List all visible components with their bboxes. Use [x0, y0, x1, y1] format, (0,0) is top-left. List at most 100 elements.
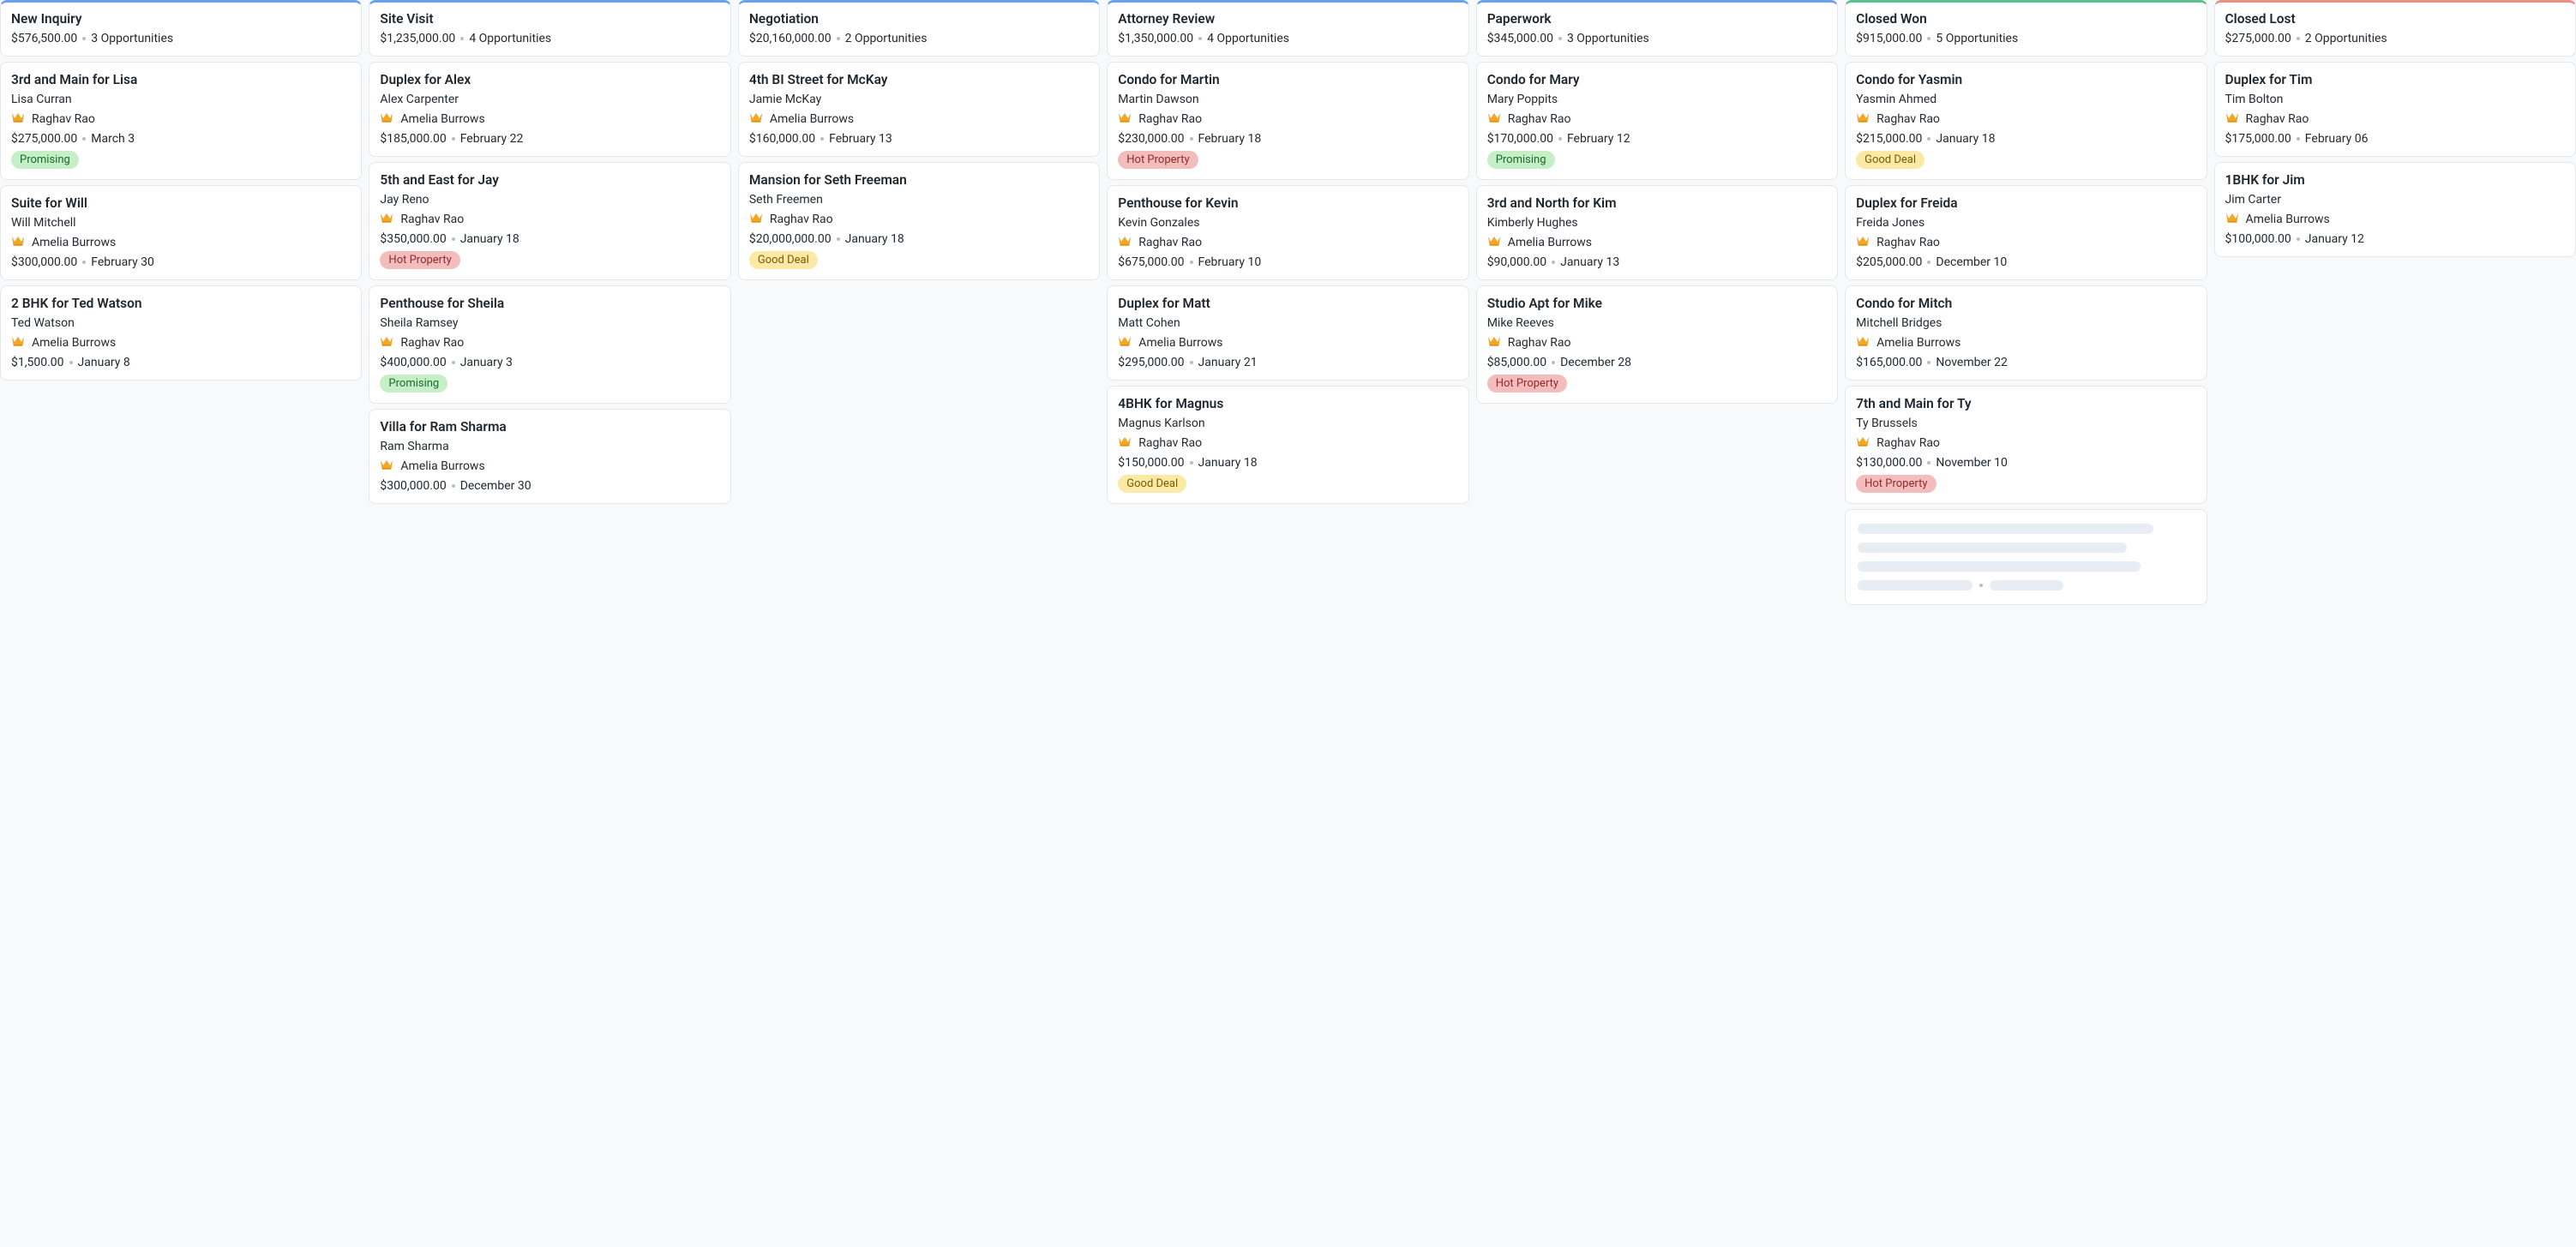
- card-title: 3rd and North for Kim: [1487, 195, 1827, 211]
- card-contact: Martin Dawson: [1118, 93, 1457, 106]
- card-meta: $165,000.00November 22: [1856, 356, 2195, 369]
- card-amount: $185,000.00: [380, 132, 446, 146]
- card-date: February 06: [2305, 132, 2369, 146]
- dot-separator: [1190, 361, 1193, 364]
- column-count: 3 Opportunities: [1567, 32, 1649, 45]
- dot-separator: [2297, 37, 2300, 40]
- card-date: February 13: [829, 132, 892, 146]
- card-contact: Magnus Karlson: [1118, 417, 1457, 430]
- card-owner-name: Raghav Rao: [1138, 112, 1202, 126]
- card-owner: Raghav Rao: [1118, 111, 1457, 127]
- dot-separator: [1927, 361, 1930, 364]
- dot-separator: [452, 137, 455, 141]
- column-header[interactable]: Attorney Review$1,350,000.004 Opportunit…: [1107, 0, 1468, 57]
- card-date: February 18: [1198, 132, 1262, 146]
- opportunity-card[interactable]: 4BHK for MagnusMagnus KarlsonRaghav Rao$…: [1107, 386, 1468, 504]
- dot-separator: [837, 237, 840, 241]
- crown-icon: [380, 212, 393, 227]
- crown-icon: [1856, 335, 1870, 351]
- card-amount: $300,000.00: [380, 479, 446, 493]
- card-tag: Good Deal: [1856, 151, 1924, 169]
- column-title: Negotiation: [749, 11, 1089, 27]
- card-date: January 18: [1936, 132, 1995, 146]
- opportunity-card[interactable]: Studio Apt for MikeMike ReevesRaghav Rao…: [1476, 285, 1838, 404]
- opportunity-card[interactable]: Duplex for AlexAlex CarpenterAmelia Burr…: [369, 62, 730, 157]
- card-title: Studio Apt for Mike: [1487, 296, 1827, 311]
- card-title: Penthouse for Kevin: [1118, 195, 1457, 211]
- card-owner: Amelia Burrows: [749, 111, 1089, 127]
- crown-icon: [1856, 235, 1870, 250]
- card-contact: Yasmin Ahmed: [1856, 93, 2195, 106]
- card-title: 5th and East for Jay: [380, 172, 719, 188]
- opportunity-card[interactable]: 4th BI Street for McKayJamie McKayAmelia…: [738, 62, 1100, 157]
- card-owner: Raghav Rao: [749, 212, 1089, 227]
- card-meta: $185,000.00February 22: [380, 132, 719, 146]
- card-contact: Mitchell Bridges: [1856, 316, 2195, 330]
- column-header[interactable]: New Inquiry$576,500.003 Opportunities: [0, 0, 362, 57]
- column-header[interactable]: Site Visit$1,235,000.004 Opportunities: [369, 0, 730, 57]
- card-owner-name: Raghav Rao: [1508, 112, 1571, 126]
- card-owner-name: Amelia Burrows: [1876, 336, 1961, 350]
- kanban-column: Site Visit$1,235,000.004 OpportunitiesDu…: [369, 0, 730, 504]
- dot-separator: [2297, 237, 2300, 241]
- card-owner: Raghav Rao: [11, 111, 351, 127]
- skeleton-line: [1858, 524, 2153, 534]
- card-contact: Kevin Gonzales: [1118, 216, 1457, 230]
- card-meta: $175,000.00February 06: [2225, 132, 2565, 146]
- card-title: Duplex for Tim: [2225, 72, 2565, 87]
- opportunity-card[interactable]: Condo for MitchMitchell BridgesAmelia Bu…: [1845, 285, 2207, 381]
- column-header[interactable]: Paperwork$345,000.003 Opportunities: [1476, 0, 1838, 57]
- skeleton-line: [1858, 580, 1972, 591]
- crown-icon: [2225, 111, 2239, 127]
- column-header[interactable]: Closed Won$915,000.005 Opportunities: [1845, 0, 2207, 57]
- card-contact: Sheila Ramsey: [380, 316, 719, 330]
- card-contact: Jamie McKay: [749, 93, 1089, 106]
- card-owner-name: Raghav Rao: [770, 213, 833, 226]
- dot-separator: [1198, 37, 1202, 40]
- card-owner: Amelia Burrows: [2225, 212, 2565, 227]
- card-contact: Ted Watson: [11, 316, 351, 330]
- opportunity-card[interactable]: Suite for WillWill MitchellAmelia Burrow…: [0, 185, 362, 280]
- crown-icon: [2225, 212, 2239, 227]
- opportunity-card[interactable]: Condo for MaryMary PoppitsRaghav Rao$170…: [1476, 62, 1838, 180]
- opportunity-card[interactable]: 1BHK for JimJim CarterAmelia Burrows$100…: [2214, 162, 2576, 257]
- card-meta: $275,000.00March 3: [11, 132, 351, 146]
- card-meta: $350,000.00January 18: [380, 232, 719, 246]
- opportunity-card[interactable]: 5th and East for JayJay RenoRaghav Rao$3…: [369, 162, 730, 280]
- card-meta: $170,000.00February 12: [1487, 132, 1827, 146]
- opportunity-card[interactable]: 3rd and North for KimKimberly HughesAmel…: [1476, 185, 1838, 280]
- card-owner-name: Amelia Burrows: [32, 236, 116, 249]
- opportunity-card[interactable]: Duplex for MattMatt CohenAmelia Burrows$…: [1107, 285, 1468, 381]
- column-total: $915,000.00: [1856, 32, 1922, 45]
- opportunity-card[interactable]: Condo for YasminYasmin AhmedRaghav Rao$2…: [1845, 62, 2207, 180]
- opportunity-card[interactable]: Penthouse for SheilaSheila RamseyRaghav …: [369, 285, 730, 404]
- card-title: Condo for Martin: [1118, 72, 1457, 87]
- card-title: 1BHK for Jim: [2225, 172, 2565, 188]
- card-amount: $215,000.00: [1856, 132, 1922, 146]
- opportunity-card[interactable]: 2 BHK for Ted WatsonTed WatsonAmelia Bur…: [0, 285, 362, 381]
- crown-icon: [1118, 335, 1132, 351]
- card-amount: $160,000.00: [749, 132, 815, 146]
- opportunity-card[interactable]: 3rd and Main for LisaLisa CurranRaghav R…: [0, 62, 362, 180]
- card-amount: $150,000.00: [1118, 456, 1184, 470]
- opportunity-card[interactable]: Penthouse for KevinKevin GonzalesRaghav …: [1107, 185, 1468, 280]
- column-header[interactable]: Closed Lost$275,000.002 Opportunities: [2214, 0, 2576, 57]
- crown-icon: [1118, 435, 1132, 451]
- card-meta: $230,000.00February 18: [1118, 132, 1457, 146]
- card-owner-name: Raghav Rao: [1876, 112, 1940, 126]
- card-amount: $20,000,000.00: [749, 232, 832, 246]
- opportunity-card[interactable]: Mansion for Seth FreemanSeth FreemenRagh…: [738, 162, 1100, 280]
- column-header[interactable]: Negotiation$20,160,000.002 Opportunities: [738, 0, 1100, 57]
- opportunity-card[interactable]: Duplex for TimTim BoltonRaghav Rao$175,0…: [2214, 62, 2576, 157]
- card-date: March 3: [91, 132, 135, 146]
- card-meta: $215,000.00 January 18: [1856, 132, 2195, 146]
- skeleton-row: [1858, 580, 2194, 591]
- opportunity-card[interactable]: Villa for Ram SharmaRam SharmaAmelia Bur…: [369, 409, 730, 504]
- card-amount: $1,500.00: [11, 356, 64, 369]
- opportunity-card[interactable]: 7th and Main for TyTy BrusselsRaghav Rao…: [1845, 386, 2207, 504]
- opportunity-card[interactable]: Duplex for FreidaFreida JonesRaghav Rao$…: [1845, 185, 2207, 280]
- opportunity-card[interactable]: Condo for Martin Martin Dawson Raghav Rao $…: [1107, 62, 1468, 180]
- column-count: 4 Opportunities: [1207, 32, 1289, 45]
- card-meta: $85,000.00December 28: [1487, 356, 1827, 369]
- card-title: Suite for Will: [11, 195, 351, 211]
